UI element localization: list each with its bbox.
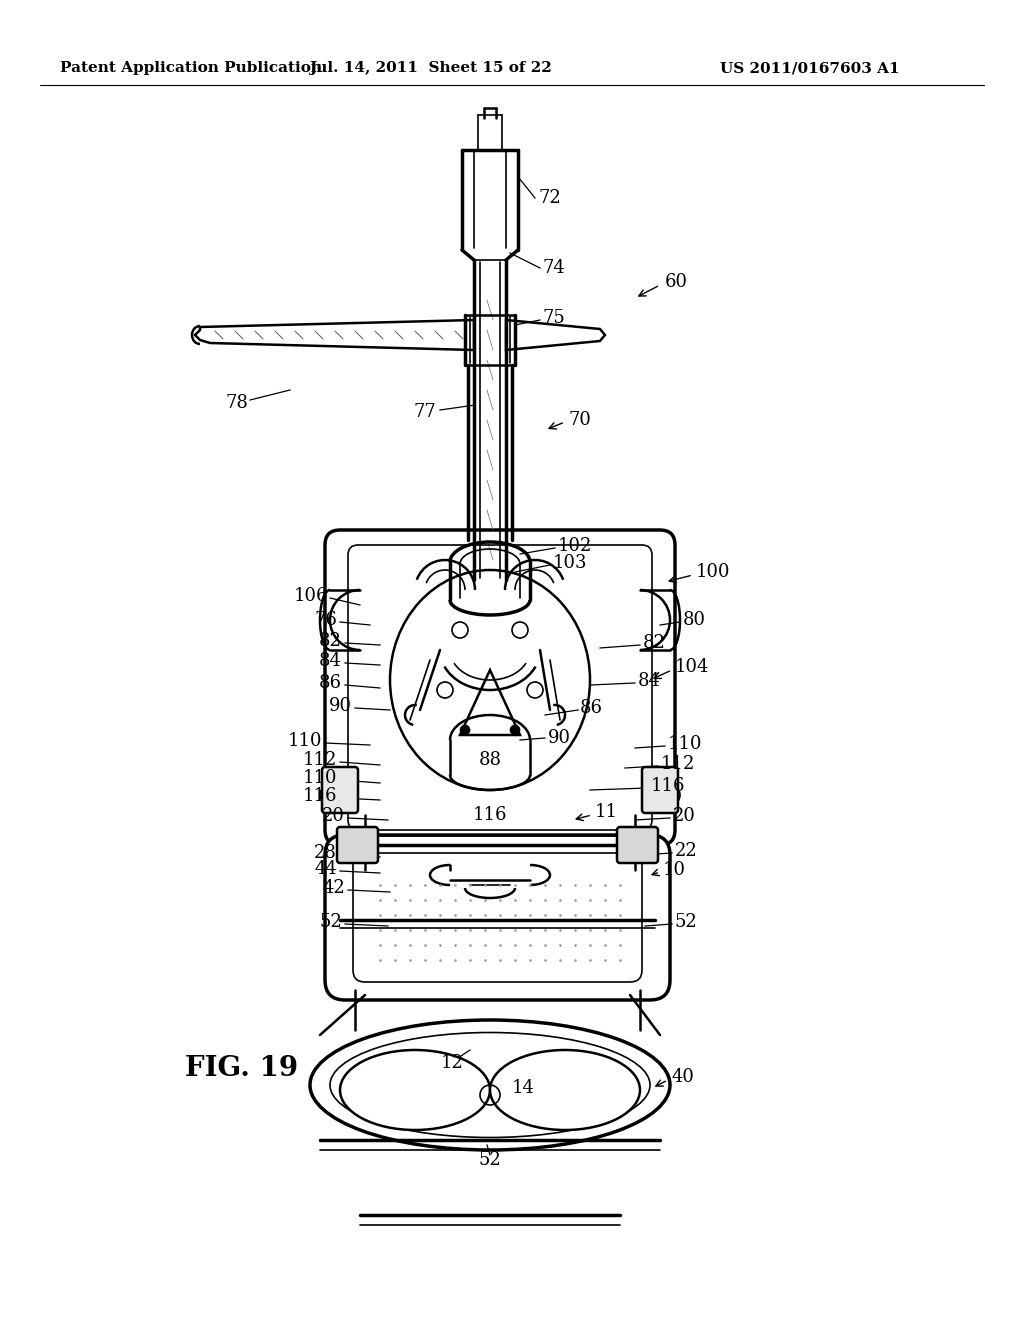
Ellipse shape [490,1049,640,1130]
Text: 77: 77 [414,403,436,421]
Text: 82: 82 [643,634,666,652]
Ellipse shape [310,1020,670,1150]
Text: 52: 52 [675,913,697,931]
Text: 102: 102 [558,537,592,554]
Text: 76: 76 [314,611,337,630]
Text: 60: 60 [665,273,688,290]
Text: 112: 112 [662,755,695,774]
Circle shape [460,725,470,735]
Text: 20: 20 [673,807,696,825]
Text: 86: 86 [580,700,603,717]
Text: 88: 88 [478,751,502,770]
Text: 42: 42 [323,879,345,898]
Text: 75: 75 [543,309,565,327]
Text: 103: 103 [553,554,588,572]
Text: 90: 90 [329,697,352,715]
Text: 12: 12 [440,1053,464,1072]
FancyBboxPatch shape [322,767,358,813]
Text: 110: 110 [288,733,322,750]
Text: 80: 80 [683,611,706,630]
Text: 84: 84 [319,652,342,671]
Text: 74: 74 [543,259,565,277]
Text: 40: 40 [671,1068,694,1086]
Text: 110: 110 [668,735,702,752]
Text: 52: 52 [319,913,342,931]
Text: 116: 116 [651,777,685,795]
Text: 44: 44 [314,861,337,878]
Text: 116: 116 [473,807,507,824]
Circle shape [510,725,520,735]
Text: 28: 28 [314,843,337,862]
Text: 20: 20 [323,807,345,825]
FancyBboxPatch shape [325,836,670,1001]
Text: 86: 86 [319,675,342,692]
Text: Jul. 14, 2011  Sheet 15 of 22: Jul. 14, 2011 Sheet 15 of 22 [308,61,551,75]
Text: US 2011/0167603 A1: US 2011/0167603 A1 [720,61,900,75]
FancyBboxPatch shape [325,531,675,845]
Text: 104: 104 [675,657,710,676]
Text: 100: 100 [696,564,730,581]
Text: 52: 52 [478,1151,502,1170]
Text: 116: 116 [302,787,337,805]
Text: 82: 82 [319,632,342,649]
FancyBboxPatch shape [642,767,678,813]
Text: 72: 72 [538,189,561,207]
FancyBboxPatch shape [337,828,378,863]
Text: Patent Application Publication: Patent Application Publication [60,61,322,75]
Text: 11: 11 [595,803,618,821]
Text: 10: 10 [663,861,686,879]
Text: FIG. 19: FIG. 19 [185,1055,298,1081]
FancyBboxPatch shape [617,828,658,863]
Text: 70: 70 [568,411,591,429]
Text: 106: 106 [294,587,328,605]
Text: 112: 112 [303,751,337,770]
Text: 22: 22 [675,842,697,861]
Text: 14: 14 [512,1078,535,1097]
Text: 84: 84 [638,672,660,690]
Text: 110: 110 [302,770,337,787]
Ellipse shape [340,1049,490,1130]
Text: 90: 90 [548,729,571,747]
Text: 78: 78 [225,393,248,412]
